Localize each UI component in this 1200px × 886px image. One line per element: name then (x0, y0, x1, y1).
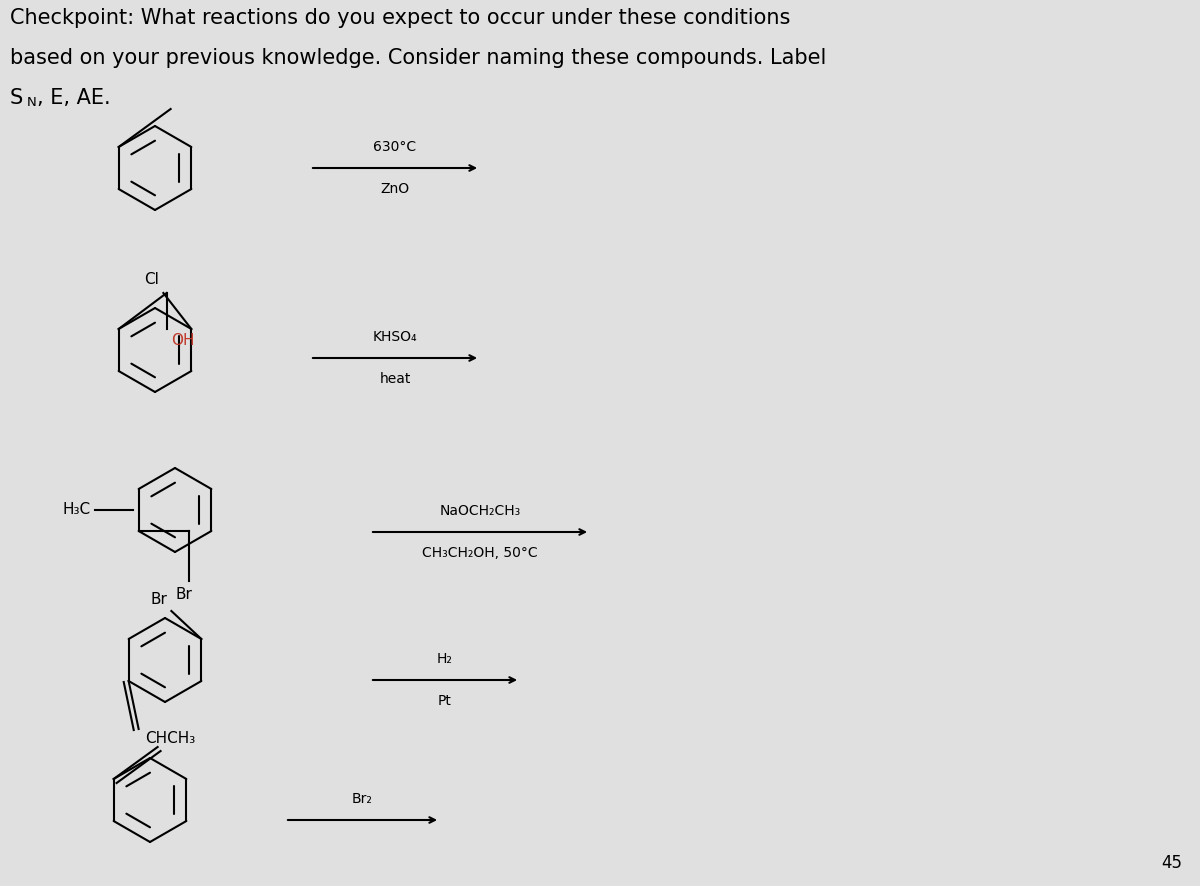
Text: 630°C: 630°C (373, 140, 416, 154)
Text: NaOCH₂CH₃: NaOCH₂CH₃ (439, 504, 521, 518)
Text: Br: Br (150, 592, 167, 607)
Text: H₂: H₂ (437, 652, 452, 666)
Text: Br: Br (175, 587, 192, 602)
Text: OH: OH (170, 333, 194, 348)
Text: Br₂: Br₂ (352, 792, 373, 806)
Text: Pt: Pt (438, 694, 452, 708)
Text: H₃C: H₃C (62, 502, 91, 517)
Text: S: S (10, 88, 23, 108)
Text: heat: heat (379, 372, 410, 386)
Text: ZnO: ZnO (380, 182, 409, 196)
Text: CHCH₃: CHCH₃ (145, 731, 194, 746)
Text: Cl: Cl (144, 272, 160, 287)
Text: CH₃CH₂OH, 50°C: CH₃CH₂OH, 50°C (422, 546, 538, 560)
Text: N: N (28, 96, 37, 109)
Text: based on your previous knowledge. Consider naming these compounds. Label: based on your previous knowledge. Consid… (10, 48, 827, 68)
Text: , E, AE.: , E, AE. (37, 88, 110, 108)
Text: KHSO₄: KHSO₄ (373, 330, 418, 344)
Text: Checkpoint: What reactions do you expect to occur under these conditions: Checkpoint: What reactions do you expect… (10, 8, 791, 28)
Text: 45: 45 (1162, 854, 1182, 872)
